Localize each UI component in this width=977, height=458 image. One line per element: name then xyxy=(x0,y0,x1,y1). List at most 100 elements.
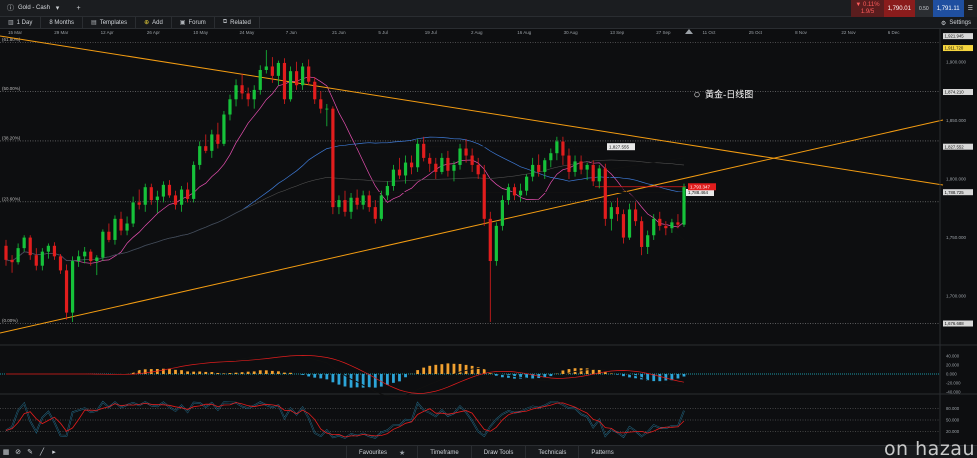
forum-label: Forum xyxy=(188,19,206,26)
candle-body xyxy=(258,69,262,90)
candle-body xyxy=(434,163,438,172)
macd-histogram-bar xyxy=(622,374,625,377)
settings-label: Settings xyxy=(949,20,971,26)
macd-histogram-bar xyxy=(452,363,456,374)
candle-body xyxy=(633,209,638,222)
candle-body xyxy=(4,245,8,260)
candle-body xyxy=(10,259,14,263)
candle-body xyxy=(416,143,420,168)
candle-body xyxy=(476,164,480,175)
date-label: 21 Jun xyxy=(332,30,346,35)
date-label: 15 Mar xyxy=(8,30,23,35)
crosshair-icon[interactable]: ⊘ xyxy=(15,449,21,456)
timeframe-selector[interactable]: ▥ 1 Day xyxy=(0,16,42,29)
range-selector[interactable]: 8 Months xyxy=(41,16,84,29)
macd-histogram-bar xyxy=(234,372,238,374)
buy-button[interactable]: 1,791.11 xyxy=(932,0,964,17)
candle-body xyxy=(670,222,674,229)
date-label: 16 Aug xyxy=(517,30,532,35)
macd-histogram-bar xyxy=(270,370,274,374)
axis-price-tag xyxy=(943,143,973,150)
candle-body xyxy=(83,251,87,257)
moving-average-line xyxy=(5,76,685,264)
tab-draw-tools[interactable]: Draw Tools xyxy=(470,446,526,458)
candle-body xyxy=(58,256,63,271)
macd-histogram-bar xyxy=(591,369,595,374)
candle-body xyxy=(34,255,38,266)
resistance-flag-box xyxy=(607,143,635,151)
tab-patterns[interactable]: Patterns xyxy=(578,446,625,458)
candle-body xyxy=(640,221,644,247)
macd-histogram-bar xyxy=(222,373,226,374)
candle-body xyxy=(113,218,117,240)
toggle-panel-icon[interactable]: ▸ xyxy=(52,449,56,456)
pen-icon[interactable]: ✎ xyxy=(27,449,33,456)
candle-body xyxy=(198,146,202,165)
forum-button[interactable]: ▣ Forum xyxy=(172,16,215,29)
draw-line-icon[interactable]: ╱ xyxy=(39,449,45,456)
macd-histogram-bar xyxy=(519,374,522,379)
macd-histogram-bar xyxy=(398,374,401,382)
price-tick-label: 1,800.000 xyxy=(946,176,967,181)
candle-body xyxy=(143,187,147,205)
candle-body xyxy=(264,66,268,70)
macd-histogram-bar xyxy=(149,369,153,374)
candle-body xyxy=(361,195,365,205)
trade-menu-button[interactable]: ☰ xyxy=(963,0,977,17)
axis-price-tag-label: 1,911.720 xyxy=(945,46,964,51)
candle-body xyxy=(615,207,620,215)
tab-favourites-label: Favourites xyxy=(359,449,388,456)
candle-body xyxy=(609,207,613,219)
macd-histogram-bar xyxy=(500,374,504,378)
macd-histogram-bar xyxy=(628,374,631,378)
tab-timeframe[interactable]: Timeframe xyxy=(417,446,470,458)
stoch-tick-label: 80.000 xyxy=(946,406,960,411)
tab-technicals[interactable]: Technicals xyxy=(525,446,578,458)
price-quotes: ▼ 0.11% 1.9/5 1,790.01 0.50 1,791.11 ☰ xyxy=(851,0,977,17)
tab-draw-tools-label: Draw Tools xyxy=(483,449,514,456)
tab-favourites[interactable]: Favourites ★ xyxy=(346,446,417,458)
templates-button[interactable]: ▤ Templates xyxy=(83,16,137,29)
info-icon[interactable]: ⓘ xyxy=(7,5,14,12)
sell-button[interactable]: 1,790.01 xyxy=(883,0,915,17)
date-label: 11 Oct xyxy=(703,30,717,35)
spread-box: 0.50 xyxy=(914,0,933,17)
price-chart[interactable]: 15 Mar 29 Mar 12 Apr 26 Apr 10 May 24 May 7 Ju… xyxy=(0,29,977,445)
candle-body xyxy=(537,164,541,172)
macd-histogram-bar xyxy=(379,374,383,387)
add-chart-button[interactable]: + xyxy=(68,0,89,17)
trendline-ascending xyxy=(0,119,944,334)
macd-histogram-bar xyxy=(161,368,165,374)
candle-body xyxy=(555,141,559,154)
candle-body xyxy=(603,168,607,219)
macd-histogram-bar xyxy=(428,365,432,374)
axis-price-tag xyxy=(943,320,973,327)
candle-body xyxy=(325,108,329,110)
candle-body xyxy=(597,168,601,182)
related-button[interactable]: ⧉ Related xyxy=(215,16,260,29)
add-indicator-button[interactable]: ⊕ Add xyxy=(136,16,172,29)
candle-body xyxy=(294,71,299,86)
instrument-name: Gold - Cash xyxy=(18,5,51,11)
settings-button[interactable]: ⚙ Settings xyxy=(941,17,971,29)
candle-body xyxy=(549,153,553,161)
candle-body xyxy=(313,81,317,100)
candle-body xyxy=(646,235,650,247)
macd-histogram-bar xyxy=(301,374,305,375)
chevron-down-icon[interactable]: ▾ xyxy=(55,5,60,12)
macd-histogram-bar xyxy=(494,374,498,376)
candle-body xyxy=(137,202,141,205)
macd-histogram-bar xyxy=(476,367,480,374)
date-label: 10 May xyxy=(193,30,209,35)
macd-signal-line xyxy=(6,355,685,394)
candle-body xyxy=(131,202,135,224)
layout-icon[interactable]: ▦ xyxy=(2,449,10,456)
candle-body xyxy=(192,164,196,199)
instrument-selector[interactable]: ⓘ Gold - Cash ▾ xyxy=(0,0,68,17)
template-icon: ▤ xyxy=(91,20,97,26)
axis-price-tag xyxy=(943,89,973,96)
candle-body xyxy=(64,270,69,313)
macd-histogram-bar xyxy=(488,373,492,374)
watermark-text: on hazau xyxy=(883,438,975,458)
